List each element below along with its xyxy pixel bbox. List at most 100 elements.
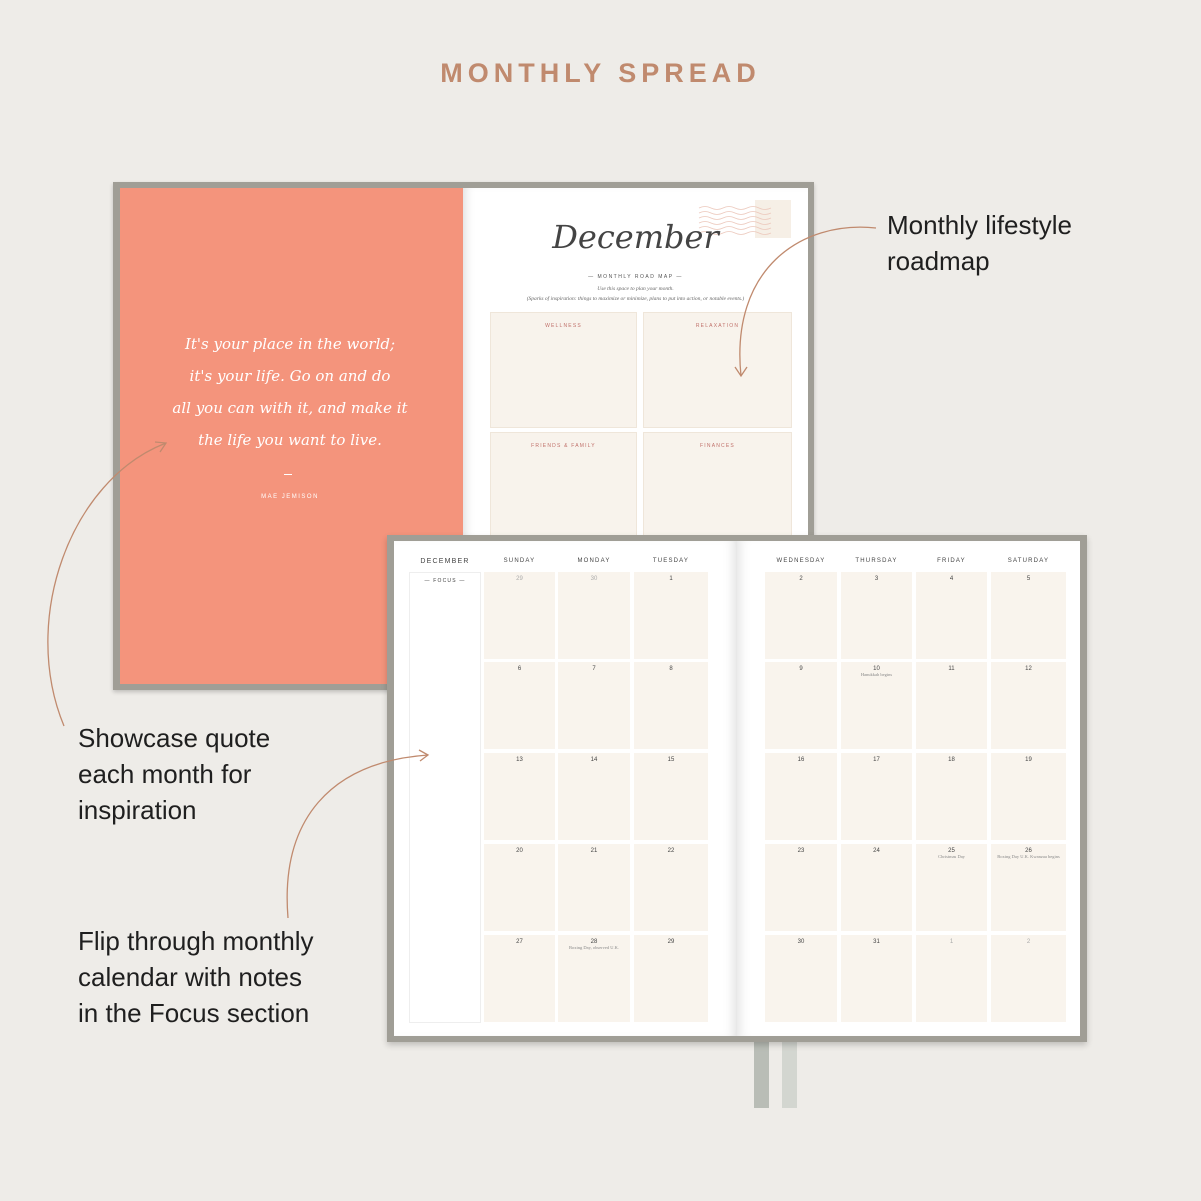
day-number: 18: [948, 757, 955, 763]
calendar-day-cell[interactable]: 5: [991, 572, 1066, 659]
weekday-header: TUESDAY: [652, 558, 690, 564]
calendar-day-cell[interactable]: 12: [991, 662, 1066, 749]
holiday-note: Boxing Day, observed U.K.: [569, 945, 619, 950]
quote-divider: [284, 474, 292, 475]
annotation-line: roadmap: [887, 246, 990, 276]
day-number: 19: [1025, 757, 1032, 763]
calendar-day-cell[interactable]: 18: [916, 753, 987, 840]
quote-text: It's your place in the world; it's your …: [150, 328, 430, 456]
annotation-line: Showcase quote: [78, 723, 271, 753]
focus-section[interactable]: — FOCUS —: [409, 572, 481, 1023]
holiday-note: Boxing Day U.K. Kwanzaa begins: [997, 854, 1060, 859]
roadmap-intro: Use this space to plan your month.: [597, 286, 674, 292]
day-number: 23: [797, 848, 805, 854]
calendar-day-cell[interactable]: 24: [841, 844, 912, 931]
annotation-roadmap: Monthly lifestyle roadmap: [887, 207, 1072, 279]
day-number: 25: [948, 848, 955, 854]
roadmap-page: December — MONTHLY ROAD MAP — Use this s…: [463, 188, 808, 548]
day-number: 1: [949, 939, 954, 945]
roadmap-box-finances: FINANCES: [643, 432, 792, 548]
quote-line: It's your place in the world;: [184, 335, 396, 353]
day-number: 2: [799, 576, 803, 582]
weekday-header: SUNDAY: [503, 558, 536, 564]
roadmap-box-relaxation: RELAXATION: [643, 312, 792, 428]
day-number: 29: [516, 576, 523, 582]
calendar-day-cell[interactable]: 4: [916, 572, 987, 659]
weekday-header: FRIDAY: [937, 558, 966, 564]
day-number: 5: [1026, 576, 1031, 582]
calendar-day-cell[interactable]: 30: [765, 935, 837, 1022]
calendar-day-cell[interactable]: 2: [991, 935, 1066, 1022]
day-number: 27: [516, 939, 523, 945]
annotation-line: Monthly lifestyle: [887, 210, 1072, 240]
day-number: 28: [590, 939, 598, 945]
ribbon-bookmark: [782, 1036, 797, 1108]
calendar-day-cell[interactable]: 8: [634, 662, 708, 749]
calendar-day-cell[interactable]: 2: [765, 572, 837, 659]
calendar-day-cell[interactable]: 20: [484, 844, 555, 931]
calendar-day-cell[interactable]: 11: [916, 662, 987, 749]
calendar-day-cell[interactable]: 29: [634, 935, 708, 1022]
day-number: 1: [669, 576, 673, 582]
day-number: 9: [799, 666, 803, 672]
calendar-day-cell[interactable]: 28 Boxing Day, observed U.K.: [558, 935, 630, 1022]
page-title: MONTHLY SPREAD: [440, 58, 761, 88]
focus-label: — FOCUS —: [424, 578, 466, 584]
day-number: 30: [590, 576, 598, 582]
calendar-day-cell[interactable]: 6: [484, 662, 555, 749]
calendar-day-cell[interactable]: 15: [634, 753, 708, 840]
roadmap-box-wellness: WELLNESS: [490, 312, 637, 428]
calendar-day-cell[interactable]: 27: [484, 935, 555, 1022]
ribbon-bookmark: [754, 1036, 769, 1108]
calendar-day-cell[interactable]: 17: [841, 753, 912, 840]
calendar-day-cell[interactable]: 16: [765, 753, 837, 840]
day-number: 29: [667, 939, 675, 945]
annotation-calendar: Flip through monthly calendar with notes…: [78, 923, 314, 1031]
holiday-note: Christmas Day: [938, 854, 965, 859]
calendar-day-cell[interactable]: 31: [841, 935, 912, 1022]
roadmap-intro-sub: (Sparks of inspiration: things to maximi…: [526, 296, 745, 302]
calendar-day-cell[interactable]: 3: [841, 572, 912, 659]
calendar-day-cell[interactable]: 14: [558, 753, 630, 840]
day-number: 14: [590, 757, 598, 763]
day-number: 2: [1026, 939, 1031, 945]
day-number: 11: [948, 666, 955, 672]
roadmap-subtitle: — MONTHLY ROAD MAP —: [588, 274, 683, 280]
month-heading: December: [552, 218, 719, 256]
calendar-day-cell[interactable]: 19: [991, 753, 1066, 840]
calendar-day-cell[interactable]: 13: [484, 753, 555, 840]
day-number: 4: [949, 576, 954, 582]
holiday-note: Hanukkah begins: [860, 672, 893, 677]
calendar-day-cell[interactable]: 10 Hanukkah begins: [841, 662, 912, 749]
quote-line: the life you want to live.: [198, 431, 382, 449]
calendar-day-cell[interactable]: 9: [765, 662, 837, 749]
calendar-day-cell[interactable]: 1: [916, 935, 987, 1022]
day-number: 15: [667, 757, 675, 763]
calendar-day-cell[interactable]: 22: [634, 844, 708, 931]
day-number: 20: [516, 848, 523, 854]
day-number: 24: [873, 848, 880, 854]
weekday-header: MONDAY: [577, 558, 611, 564]
section-label: FINANCES: [700, 443, 735, 449]
calendar-day-cell[interactable]: 23: [765, 844, 837, 931]
annotation-line: Flip through monthly: [78, 926, 314, 956]
weekday-header: SATURDAY: [1007, 558, 1050, 564]
day-number: 8: [669, 666, 673, 672]
day-number: 26: [1025, 848, 1032, 854]
calendar-day-cell[interactable]: 21: [558, 844, 630, 931]
calendar-day-cell[interactable]: 7: [558, 662, 630, 749]
annotation-quote: Showcase quote each month for inspiratio…: [78, 720, 270, 828]
calendar-day-cell[interactable]: 29: [484, 572, 555, 659]
day-number: 21: [590, 848, 598, 854]
day-number: 3: [874, 576, 879, 582]
calendar-day-cell[interactable]: 30: [558, 572, 630, 659]
calendar-day-cell[interactable]: 26 Boxing Day U.K. Kwanzaa begins: [991, 844, 1066, 931]
day-number: 17: [873, 757, 880, 763]
calendar-day-cell[interactable]: 25 Christmas Day: [916, 844, 987, 931]
weekday-header: WEDNESDAY: [776, 558, 826, 564]
day-number: 30: [797, 939, 805, 945]
annotation-line: inspiration: [78, 795, 197, 825]
calendar-day-cell[interactable]: 1: [634, 572, 708, 659]
section-label: RELAXATION: [695, 323, 740, 329]
day-number: 12: [1025, 666, 1032, 672]
